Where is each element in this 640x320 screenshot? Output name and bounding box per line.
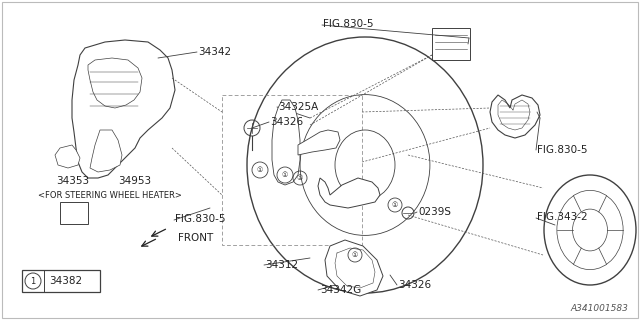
Polygon shape: [325, 240, 383, 296]
Text: 34326: 34326: [398, 280, 431, 290]
Text: 0239S: 0239S: [418, 207, 451, 217]
Polygon shape: [298, 130, 340, 155]
Text: 34953: 34953: [118, 176, 151, 186]
Polygon shape: [88, 58, 142, 108]
Text: FRONT: FRONT: [178, 233, 213, 243]
Text: 34342G: 34342G: [320, 285, 361, 295]
Bar: [222, 95, 362, 245]
Polygon shape: [490, 95, 540, 138]
Bar: [432, 28, 470, 60]
Text: FIG.343-2: FIG.343-2: [537, 212, 588, 222]
Text: ①: ①: [352, 252, 358, 258]
Text: FIG.830-5: FIG.830-5: [323, 19, 374, 29]
Text: 34382: 34382: [49, 276, 82, 286]
Text: A341001583: A341001583: [570, 304, 628, 313]
Text: 34325A: 34325A: [278, 102, 318, 112]
Text: ①: ①: [257, 167, 263, 173]
Bar: [22, 270, 100, 292]
Text: ①: ①: [282, 172, 288, 178]
Polygon shape: [90, 130, 122, 172]
Text: ①: ①: [297, 175, 303, 181]
Polygon shape: [55, 145, 80, 168]
Text: FIG.830-5: FIG.830-5: [537, 145, 588, 155]
Text: <FOR STEERING WHEEL HEATER>: <FOR STEERING WHEEL HEATER>: [38, 190, 182, 199]
Text: ①: ①: [392, 202, 398, 208]
Polygon shape: [60, 202, 88, 224]
Text: 34353: 34353: [56, 176, 89, 186]
Polygon shape: [72, 40, 175, 178]
Text: 34312: 34312: [265, 260, 298, 270]
Polygon shape: [272, 100, 300, 185]
Text: 1: 1: [30, 276, 36, 285]
Text: 34326: 34326: [270, 117, 303, 127]
Polygon shape: [318, 178, 380, 208]
Text: FIG.830-5: FIG.830-5: [175, 214, 225, 224]
Text: 34342: 34342: [198, 47, 231, 57]
